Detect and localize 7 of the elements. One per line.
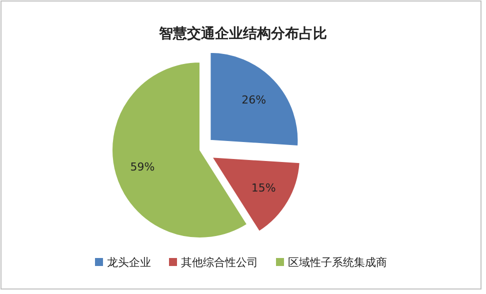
data-label: 26%	[242, 93, 266, 106]
legend-label: 其他综合性公司	[181, 256, 258, 269]
legend-label: 区域性子系统集成商	[288, 256, 387, 269]
data-label: 15%	[251, 182, 276, 195]
data-label: 59%	[130, 160, 155, 174]
legend-label: 龙头企业	[107, 256, 151, 269]
chart-title: 智慧交通企业结构分布占比	[158, 25, 327, 42]
